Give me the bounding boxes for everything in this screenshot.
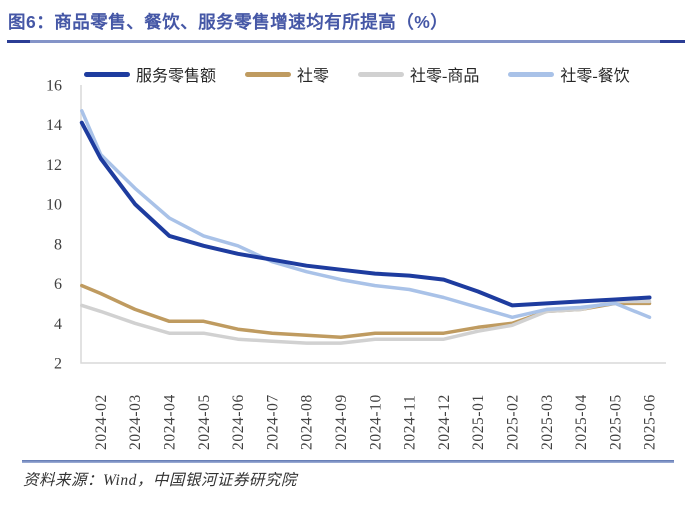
legend-line-swatch bbox=[508, 71, 555, 77]
y-axis-tick-label: 4 bbox=[54, 316, 62, 333]
x-axis-tick-label: 2025-05 bbox=[607, 394, 624, 450]
x-axis-tick-label: 2024-09 bbox=[333, 394, 350, 450]
legend-label: 服务零售额 bbox=[136, 68, 217, 85]
y-axis-tick-label: 10 bbox=[46, 197, 62, 214]
legend-line-swatch bbox=[245, 71, 292, 77]
legend-line-swatch bbox=[84, 71, 130, 77]
x-axis-tick-label: 2024-12 bbox=[436, 394, 453, 450]
axes-frame bbox=[80, 85, 666, 364]
x-axis-tick-label: 2025-06 bbox=[642, 394, 659, 450]
series-line bbox=[80, 299, 652, 345]
figure-title: 图6：商品零售、餐饮、服务零售增速均有所提高（%） bbox=[8, 12, 449, 32]
x-axis-tick-label: 2024-03 bbox=[127, 394, 144, 450]
y-axis-tick-label: 2 bbox=[54, 356, 62, 373]
x-axis-tick-label: 2025-01 bbox=[470, 394, 487, 450]
legend-label: 社零-餐饮 bbox=[560, 68, 630, 85]
legend-label: 社零 bbox=[297, 68, 330, 85]
x-axis-tick-label: 2024-11 bbox=[402, 395, 419, 450]
x-axis-tick-label: 2025-03 bbox=[539, 394, 556, 450]
source-divider bbox=[22, 460, 674, 463]
y-axis-tick-label: 16 bbox=[46, 78, 62, 95]
chart-legend: 服务零售额 社零 社零-商品 社零-餐饮 bbox=[84, 62, 630, 86]
x-axis-tick-label: 2025-02 bbox=[505, 394, 522, 450]
legend-line-swatch bbox=[358, 71, 405, 77]
series-line bbox=[80, 109, 652, 320]
x-axis-tick-label: 2024-08 bbox=[299, 394, 316, 450]
x-axis-tick-label: 2024-02 bbox=[93, 394, 110, 450]
y-axis-tick-label: 8 bbox=[54, 236, 62, 253]
y-axis-tick-label: 6 bbox=[54, 276, 62, 293]
x-axis-tick-label: 2024-05 bbox=[196, 394, 213, 450]
source-text: 资料来源：Wind，中国银河证券研究院 bbox=[23, 472, 297, 489]
legend-item: 社零 bbox=[245, 62, 329, 86]
legend-item: 社零-商品 bbox=[358, 62, 479, 86]
title-divider bbox=[7, 40, 685, 43]
legend-item: 社零-餐饮 bbox=[508, 62, 630, 86]
y-axis-tick-label: 14 bbox=[46, 117, 62, 134]
x-axis-tick-label: 2024-06 bbox=[230, 394, 247, 450]
legend-item: 服务零售额 bbox=[84, 62, 216, 86]
legend-label: 社零-商品 bbox=[410, 68, 480, 85]
x-axis-tick-label: 2024-07 bbox=[264, 394, 281, 450]
x-axis-tick-label: 2024-04 bbox=[162, 394, 179, 450]
x-axis-tick-label: 2024-10 bbox=[367, 394, 384, 450]
series-line bbox=[79, 120, 652, 308]
x-axis-tick-label: 2025-04 bbox=[573, 394, 590, 450]
y-axis-tick-label: 12 bbox=[46, 157, 62, 174]
